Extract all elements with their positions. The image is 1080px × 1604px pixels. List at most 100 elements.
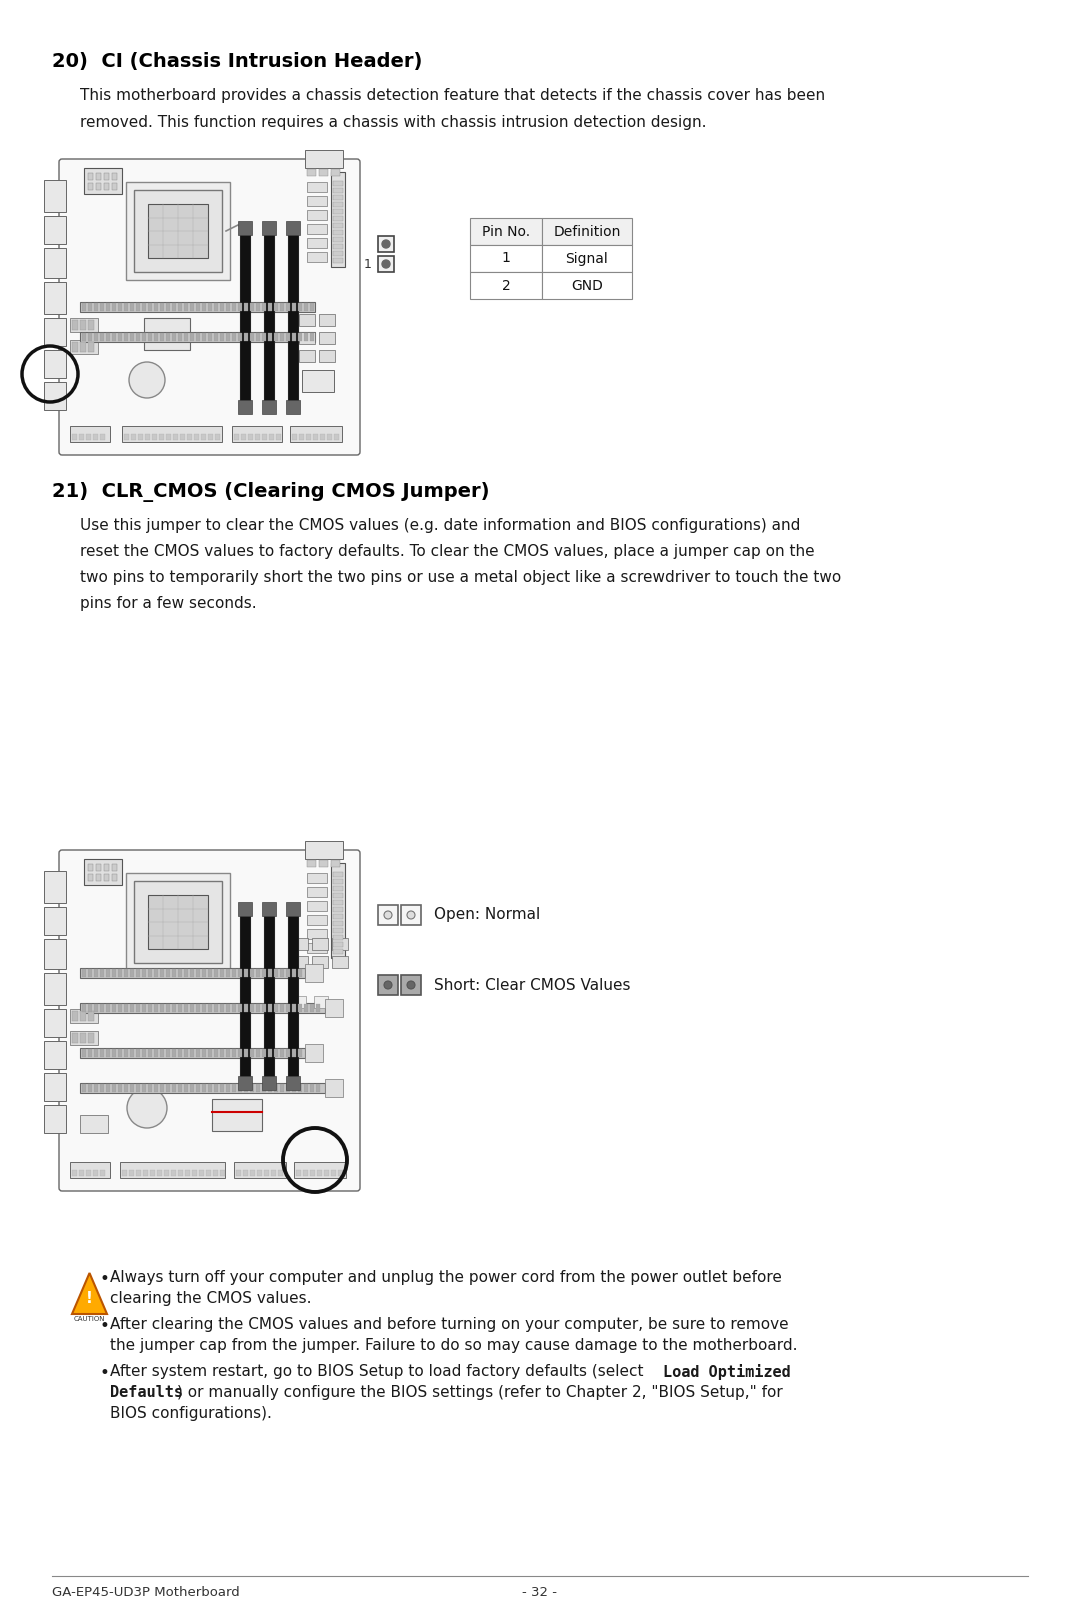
Circle shape [407, 982, 415, 990]
Bar [307, 901, 327, 911]
Bar [226, 1049, 230, 1057]
Bar [312, 956, 328, 967]
Bar [213, 1169, 218, 1176]
Bar [330, 1169, 336, 1176]
Bar [303, 1169, 308, 1176]
Bar [208, 334, 212, 342]
Bar [141, 1084, 146, 1092]
Bar [262, 435, 267, 439]
Bar [226, 1004, 230, 1012]
Bar [280, 303, 284, 311]
Bar [264, 914, 274, 1088]
Bar [333, 229, 343, 236]
Bar [208, 1084, 212, 1092]
Bar [180, 435, 185, 439]
Bar [112, 865, 117, 871]
Bar [298, 334, 302, 342]
Bar [286, 1084, 291, 1092]
Bar [256, 1049, 260, 1057]
Bar [286, 1049, 291, 1057]
Text: •: • [100, 1317, 110, 1335]
Bar [160, 1084, 164, 1092]
Bar [325, 1079, 343, 1097]
Bar [112, 183, 117, 189]
Bar [87, 173, 93, 180]
Bar [44, 282, 66, 314]
Bar [94, 303, 98, 311]
Bar [214, 334, 218, 342]
Bar [70, 340, 98, 354]
Bar [70, 318, 98, 332]
Bar [338, 1169, 343, 1176]
Circle shape [382, 241, 390, 249]
Bar [274, 303, 278, 311]
Bar [94, 1004, 98, 1012]
Bar [178, 1049, 183, 1057]
Bar [100, 1004, 104, 1012]
Bar [234, 435, 239, 439]
Bar [96, 874, 102, 881]
Bar [172, 303, 176, 311]
Bar [184, 303, 188, 311]
Bar [124, 435, 129, 439]
Bar [262, 334, 266, 342]
Text: •: • [100, 1363, 110, 1383]
Bar [100, 969, 104, 977]
Text: •: • [100, 1270, 110, 1288]
Bar [84, 168, 122, 194]
Bar [307, 252, 327, 261]
Bar [70, 1031, 98, 1044]
Bar [262, 1084, 266, 1092]
Bar [195, 1004, 200, 1012]
Bar [152, 435, 157, 439]
Bar [238, 334, 242, 342]
Bar [87, 342, 94, 351]
Bar [160, 969, 164, 977]
Bar [104, 865, 109, 871]
Bar [184, 1084, 188, 1092]
Bar [262, 303, 266, 311]
Bar [316, 1084, 320, 1092]
Bar [327, 435, 332, 439]
Bar [44, 249, 66, 277]
Bar [286, 334, 291, 342]
Bar [134, 881, 222, 962]
Bar [106, 1049, 110, 1057]
Bar [256, 334, 260, 342]
Bar [292, 1084, 296, 1092]
Bar [131, 435, 136, 439]
Bar [243, 1169, 248, 1176]
Bar [333, 914, 343, 919]
Bar [112, 1004, 116, 1012]
Bar [87, 183, 93, 189]
Bar [238, 1076, 252, 1091]
Bar [215, 435, 220, 439]
Bar [269, 435, 274, 439]
Bar [333, 921, 343, 926]
Bar [112, 1049, 116, 1057]
Bar [274, 334, 278, 342]
Bar [184, 334, 188, 342]
Bar [130, 1084, 134, 1092]
Bar [378, 257, 394, 273]
Bar [72, 435, 77, 439]
Bar [333, 196, 343, 200]
Bar [202, 334, 206, 342]
Bar [274, 1084, 278, 1092]
Bar [84, 860, 122, 885]
Bar [232, 303, 237, 311]
Bar [292, 938, 308, 950]
Bar [542, 245, 632, 273]
Bar [80, 1083, 325, 1092]
Bar [80, 302, 315, 313]
Bar [307, 914, 327, 926]
Bar [112, 874, 117, 881]
Bar [256, 1004, 260, 1012]
Bar [172, 1084, 176, 1092]
Bar [378, 236, 394, 252]
Bar [195, 303, 200, 311]
Bar [72, 1169, 77, 1176]
Bar [141, 969, 146, 977]
Bar [136, 1049, 140, 1057]
Bar [232, 1049, 237, 1057]
